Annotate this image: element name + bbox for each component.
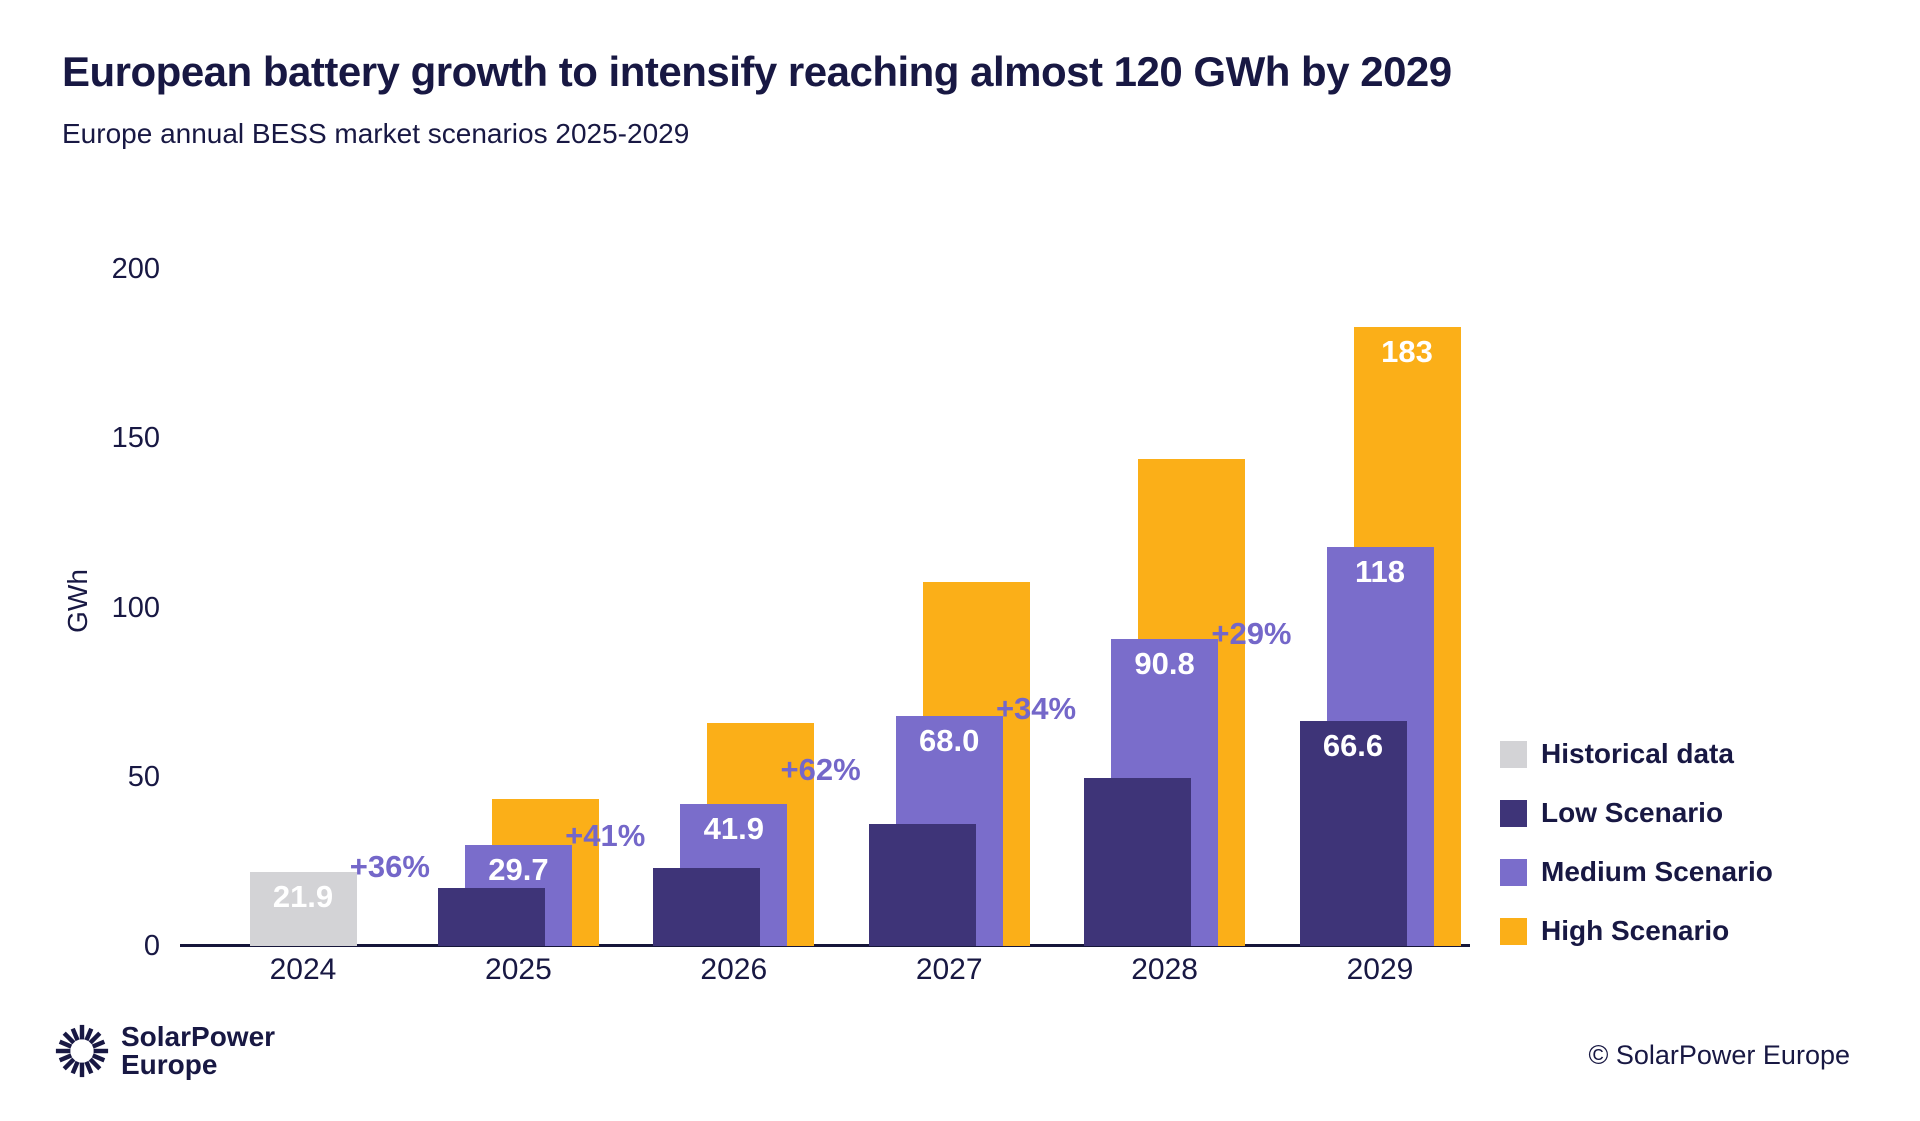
bar-value-label: 41.9 <box>703 811 764 847</box>
copyright-notice: © SolarPower Europe <box>1588 1040 1850 1071</box>
bar-low-scenario-2027 <box>868 824 976 946</box>
growth-percent-label: +41% <box>565 818 646 854</box>
y-tick-label: 50 <box>127 760 160 793</box>
x-tick-label: 2028 <box>1131 953 1198 986</box>
legend-label: Low Scenario <box>1541 797 1724 828</box>
x-tick-label: 2026 <box>700 953 768 986</box>
bar-value-label: 90.8 <box>1134 645 1195 681</box>
y-tick-label: 150 <box>111 422 160 455</box>
y-tick-label: 100 <box>111 591 160 624</box>
legend-item-high: High Scenario <box>1500 915 1773 946</box>
legend-swatch <box>1500 740 1527 768</box>
y-tick-label: 0 <box>143 930 160 962</box>
copyright-icon: © <box>1588 1040 1609 1070</box>
legend-label: Historical data <box>1541 738 1734 769</box>
x-tick-label: 2024 <box>269 953 337 986</box>
bar-historical-data-2024 <box>249 871 357 946</box>
chart-legend: Historical data Low Scenario Medium Scen… <box>1500 738 1773 976</box>
page-subtitle: Europe annual BESS market scenarios 2025… <box>62 118 690 149</box>
sunburst-logo-icon <box>55 1024 109 1078</box>
bar-low-scenario-2029 <box>1299 720 1407 946</box>
legend-swatch <box>1500 917 1527 945</box>
x-axis-line <box>180 944 1470 947</box>
legend-swatch <box>1500 858 1527 886</box>
bar-low-scenario-2025 <box>437 888 545 946</box>
growth-percent-label: +29% <box>1211 615 1292 651</box>
legend-item-medium: Medium Scenario <box>1500 856 1773 887</box>
bar-low-scenario-2026 <box>653 868 761 946</box>
legend-swatch <box>1500 799 1527 827</box>
page-title: European battery growth to intensify rea… <box>62 48 1452 95</box>
copyright-text: SolarPower Europe <box>1615 1040 1850 1070</box>
legend-item-historical: Historical data <box>1500 738 1773 769</box>
logo-line-1: SolarPower <box>121 1021 276 1052</box>
legend-item-low: Low Scenario <box>1500 797 1773 828</box>
bar-value-label: 118 <box>1354 553 1405 589</box>
bar-low-scenario-2028 <box>1084 778 1192 946</box>
solarpower-logo: SolarPower Europe <box>53 1022 275 1080</box>
x-tick-label: 2027 <box>915 953 983 986</box>
growth-percent-label: +34% <box>995 690 1077 726</box>
growth-percent-label: +62% <box>780 751 861 787</box>
logo-text: SolarPower Europe <box>121 1023 275 1079</box>
bar-value-label: 183 <box>1381 333 1433 369</box>
legend-label: Medium Scenario <box>1541 856 1773 887</box>
bar-value-label: 68.0 <box>919 722 980 758</box>
x-tick-label: 2029 <box>1346 953 1414 986</box>
bar-value-label: 66.6 <box>1322 727 1384 763</box>
y-tick-label: 200 <box>111 253 160 285</box>
logo-line-2: Europe <box>121 1049 218 1080</box>
growth-percent-label: +36% <box>349 848 430 884</box>
legend-label: High Scenario <box>1541 915 1730 946</box>
bar-value-label: 21.9 <box>272 878 334 914</box>
x-tick-label: 2025 <box>485 953 552 986</box>
bar-value-label: 29.7 <box>488 852 549 888</box>
